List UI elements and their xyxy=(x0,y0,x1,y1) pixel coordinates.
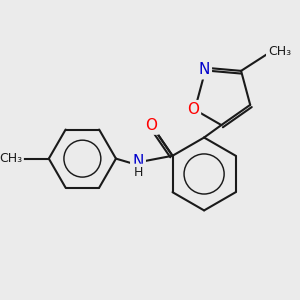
Text: CH₃: CH₃ xyxy=(0,152,22,165)
Text: O: O xyxy=(146,118,158,133)
Text: N: N xyxy=(198,62,210,77)
Text: O: O xyxy=(187,102,199,117)
Text: CH₃: CH₃ xyxy=(268,45,291,58)
Text: H: H xyxy=(133,166,143,178)
Text: N: N xyxy=(132,154,144,169)
